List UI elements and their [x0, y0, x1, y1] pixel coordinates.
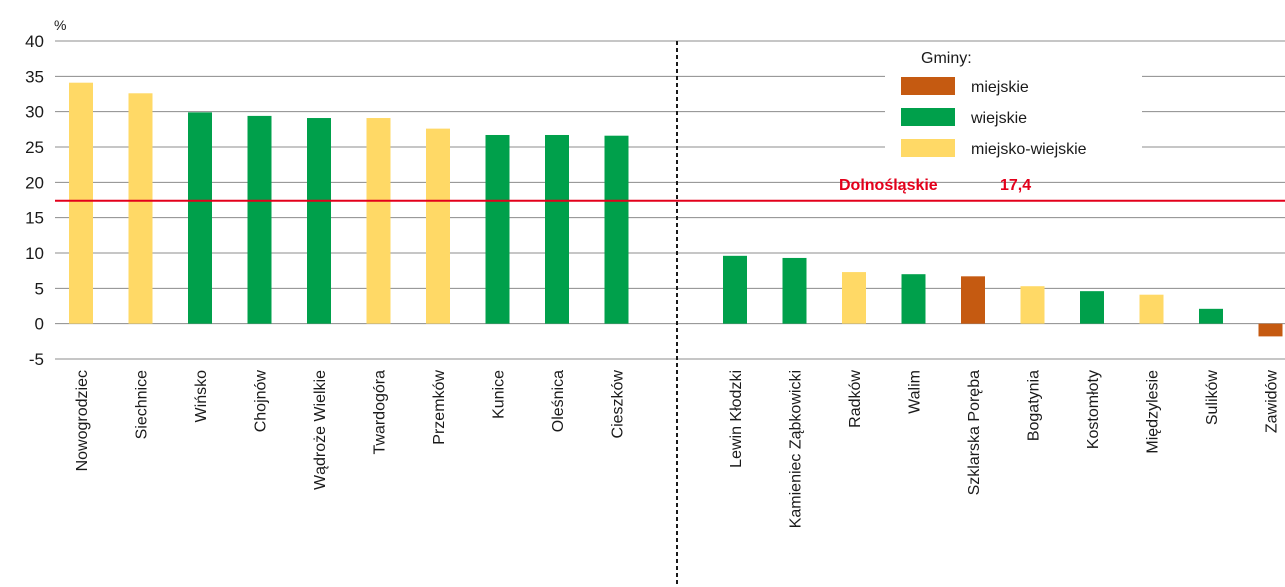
bar: [307, 118, 331, 324]
bar: [782, 257, 807, 324]
category-label: Radków: [847, 370, 864, 428]
legend-label: wiejskie: [970, 110, 1027, 127]
reference-line-group: Dolnośląskie 17,4: [55, 177, 1285, 202]
category-label: Kunice: [491, 370, 508, 419]
y-tick-label: -5: [29, 350, 44, 369]
bar: [1199, 308, 1223, 324]
category-label: Cieszków: [610, 370, 627, 439]
legend: Gminy: miejskie wiejskie miejsko-wiejskie: [885, 44, 1142, 162]
bar: [604, 135, 629, 324]
bar: [842, 272, 866, 324]
reference-label: Dolnośląskie: [839, 177, 938, 194]
y-tick-label: 25: [25, 138, 44, 157]
bar: [485, 134, 510, 324]
bar: [545, 134, 569, 324]
bar: [1080, 291, 1104, 324]
category-label: Sulików: [1204, 370, 1221, 426]
bar: [69, 82, 93, 324]
y-tick-label: 10: [25, 244, 44, 263]
y-tick-label: 40: [25, 32, 44, 51]
category-label: Twardogóra: [372, 370, 389, 455]
legend-title: Gminy:: [921, 50, 972, 67]
y-tick-label: 0: [35, 315, 44, 334]
y-tick-label: 15: [25, 209, 44, 228]
category-labels: Nowogrodziec Siechnice Wińsko Chojnów Wądroż…: [74, 370, 1281, 529]
category-label: Wądroże Wielkie: [312, 370, 329, 490]
legend-swatch: [901, 139, 955, 157]
category-label: Siechnice: [134, 370, 151, 439]
category-label: Szklarska Poręba: [966, 370, 983, 495]
bar: [1020, 286, 1045, 324]
y-tick-label: 30: [25, 103, 44, 122]
legend-swatch: [901, 108, 955, 126]
bar: [128, 93, 153, 324]
y-tick-label: 5: [35, 279, 44, 298]
legend-label: miejskie: [971, 79, 1029, 96]
bar: [961, 276, 985, 324]
category-label: Chojnów: [253, 370, 270, 433]
bar: [1139, 294, 1164, 324]
category-label: Kamieniec Ząbkowicki: [788, 370, 805, 528]
category-label: Wińsko: [193, 370, 210, 423]
bar: [901, 274, 926, 324]
category-label: Bogatynia: [1026, 370, 1043, 441]
bar: [366, 118, 391, 324]
bar: [1258, 323, 1283, 337]
category-label: Przemków: [431, 370, 448, 445]
category-label: Walim: [907, 370, 924, 414]
y-unit-label: %: [54, 17, 66, 33]
bars: [69, 82, 1283, 337]
bar: [188, 112, 212, 324]
category-label: Oleśnica: [550, 370, 567, 432]
category-label: Zawidów: [1264, 370, 1281, 434]
reference-value: 17,4: [1000, 177, 1031, 194]
bar: [723, 255, 747, 324]
bar: [247, 115, 272, 324]
category-label: Lewin Kłodzki: [728, 370, 745, 468]
y-tick-label: 35: [25, 67, 44, 86]
legend-swatch: [901, 77, 955, 95]
category-label: Nowogrodziec: [74, 370, 91, 471]
bar: [426, 128, 450, 324]
legend-label: miejsko-wiejskie: [971, 141, 1087, 158]
category-label: Kostomłoty: [1085, 370, 1102, 449]
y-axis: -5 0 5 10 15 20 25 30 35 40: [25, 32, 44, 369]
category-label: Międzylesie: [1145, 370, 1162, 454]
y-tick-label: 20: [25, 173, 44, 192]
